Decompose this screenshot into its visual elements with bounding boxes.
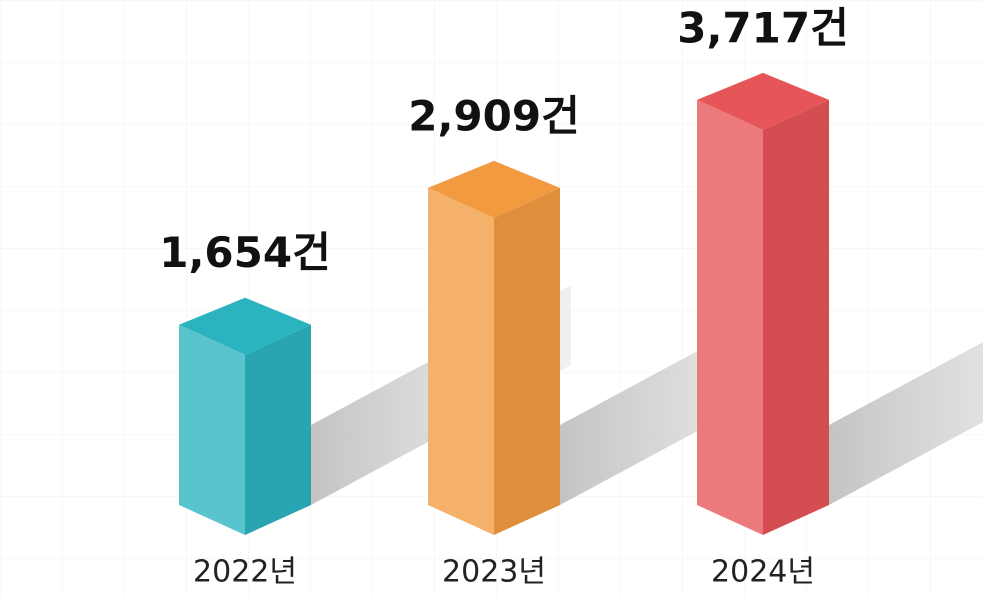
x-tick-label: 2024년: [711, 555, 815, 590]
bar: [697, 72, 829, 536]
bar-left-face: [428, 187, 494, 535]
bar-top-face: [179, 297, 311, 355]
value-label: 3,717건: [677, 3, 849, 52]
x-tick-label: 2022년: [193, 555, 297, 590]
bar: [428, 160, 560, 535]
bar-shadow: [829, 342, 983, 505]
bar-right-face: [245, 324, 311, 535]
bar-left-face: [697, 99, 763, 536]
x-tick-label: 2023년: [442, 555, 546, 590]
bar-top-face: [697, 72, 829, 130]
bar-right-face: [763, 99, 829, 536]
bar-left-face: [179, 324, 245, 535]
bar-top-face: [428, 160, 560, 218]
value-label: 1,654건: [159, 228, 331, 277]
value-label: 2,909건: [408, 91, 580, 140]
bar-right-face: [494, 187, 560, 535]
bar: [179, 297, 311, 535]
